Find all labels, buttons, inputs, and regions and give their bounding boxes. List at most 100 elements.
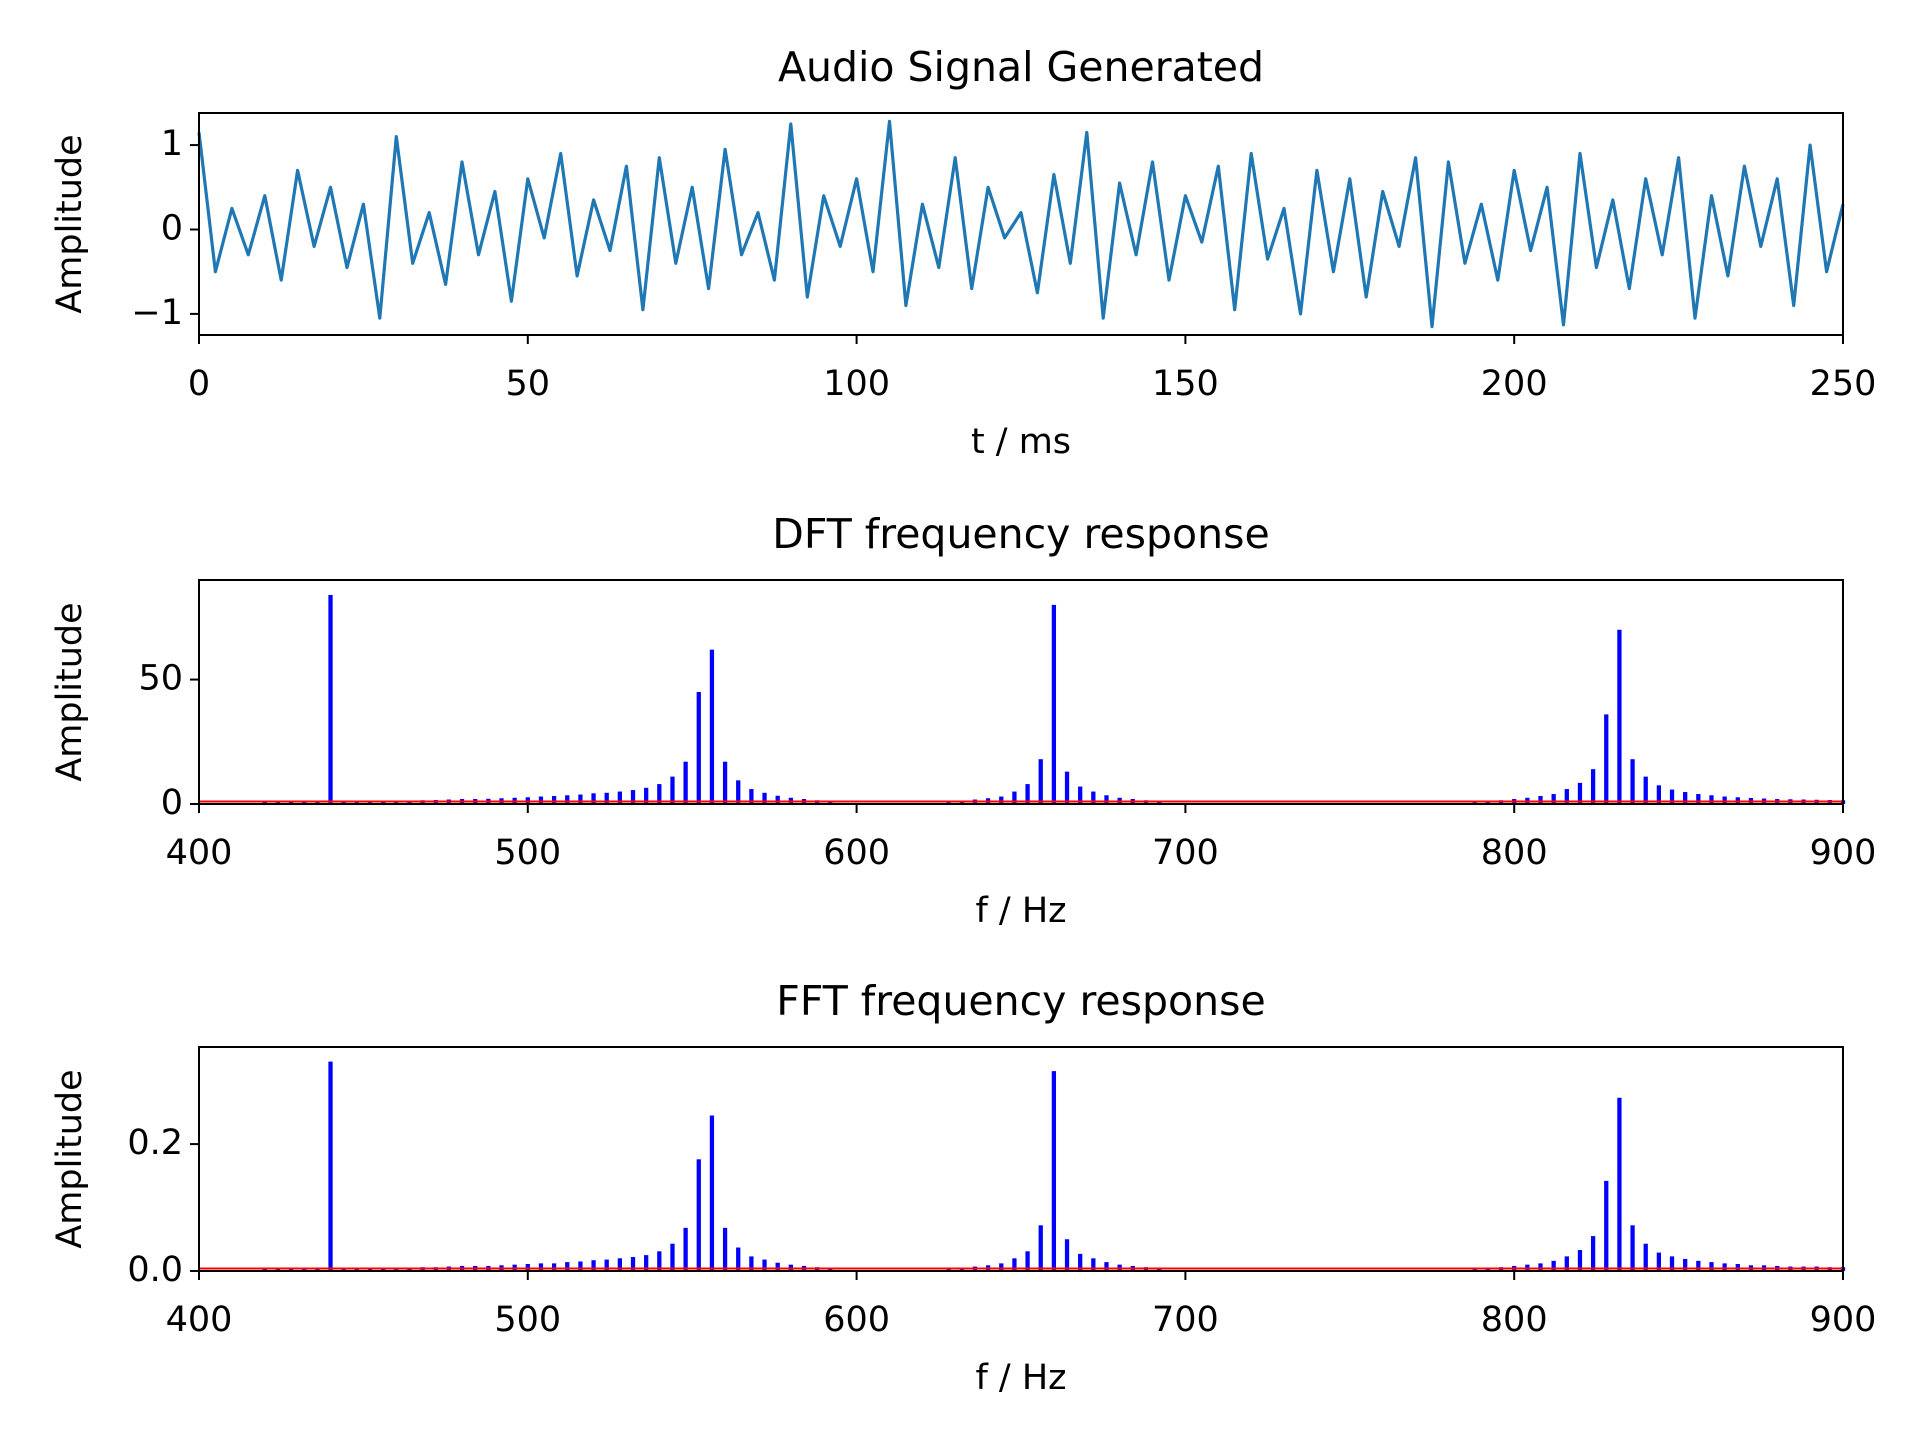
x-tick-label: 400 <box>166 1300 233 1340</box>
bar <box>999 1263 1004 1271</box>
y-tick-label: 0 <box>161 783 183 823</box>
bar <box>275 1268 281 1271</box>
bar <box>538 796 544 804</box>
bar <box>696 692 701 804</box>
y-tick-label: 0.2 <box>127 1123 183 1163</box>
x-tick-label: 150 <box>1152 364 1219 404</box>
x-tick-label: 0 <box>188 364 210 404</box>
bar <box>1709 795 1714 804</box>
bar <box>696 1159 701 1271</box>
x-tick-label: 600 <box>823 1300 890 1340</box>
axes-frame <box>198 1046 1844 1272</box>
bar <box>1091 791 1096 804</box>
bar <box>367 1268 373 1271</box>
bar <box>1617 1097 1622 1271</box>
bar <box>1683 792 1688 804</box>
bar <box>1091 1258 1096 1271</box>
y-axis-label: Amplitude <box>50 1069 90 1248</box>
bar <box>657 1251 662 1271</box>
x-tick-label: 200 <box>1481 364 1548 404</box>
bar <box>328 1061 333 1271</box>
bar <box>262 1268 267 1271</box>
bar <box>1617 629 1622 804</box>
bar <box>762 792 767 804</box>
bar <box>1064 771 1070 804</box>
signal-line <box>197 119 1845 329</box>
bar <box>683 1227 688 1271</box>
bar <box>1104 795 1109 804</box>
bar <box>657 784 662 804</box>
x-axis-label: f / Hz <box>975 1358 1066 1398</box>
bar <box>354 801 359 804</box>
bar <box>670 1243 675 1271</box>
bar <box>775 1262 780 1271</box>
bar <box>341 1268 346 1271</box>
x-tick-label: 400 <box>166 833 233 873</box>
bar <box>288 801 294 804</box>
x-tick-label: 500 <box>494 1300 561 1340</box>
bar <box>1709 1262 1714 1271</box>
bar <box>1630 759 1635 804</box>
bar <box>591 1260 596 1271</box>
bar <box>1038 759 1043 804</box>
bar <box>1577 782 1583 804</box>
x-tick-label: 700 <box>1152 833 1219 873</box>
bar <box>565 1262 570 1271</box>
bar <box>617 791 623 804</box>
bar <box>591 793 596 804</box>
bar <box>999 796 1004 804</box>
bar <box>946 1268 951 1271</box>
bar <box>1590 769 1596 804</box>
bar <box>644 787 649 804</box>
bar <box>736 1247 741 1271</box>
x-tick-label: 600 <box>823 833 890 873</box>
bar <box>538 1263 544 1271</box>
bar <box>1078 786 1083 804</box>
bar <box>262 801 267 804</box>
bar <box>1696 794 1701 804</box>
y-tick-label: 50 <box>138 659 183 699</box>
bar <box>1051 604 1057 804</box>
bar <box>1564 789 1569 804</box>
bar <box>709 649 715 804</box>
axes-frame <box>198 112 1844 336</box>
bar <box>1538 796 1543 804</box>
bar <box>1696 1260 1701 1271</box>
bar <box>1669 1256 1675 1271</box>
bar <box>302 801 307 804</box>
bar <box>315 1268 320 1271</box>
bar <box>1722 796 1727 804</box>
bar <box>775 795 780 804</box>
bar <box>1551 1260 1556 1271</box>
x-tick-label: 500 <box>494 833 561 873</box>
subplot-title: FFT frequency response <box>776 977 1265 1025</box>
bar <box>722 1227 728 1271</box>
bar <box>749 789 754 804</box>
bar <box>1012 1258 1017 1271</box>
bar <box>1472 1268 1477 1271</box>
bar <box>1472 801 1477 804</box>
bar <box>354 1268 359 1271</box>
bar <box>578 1261 583 1271</box>
subplot-title: Audio Signal Generated <box>778 43 1264 91</box>
bar <box>1643 1243 1648 1271</box>
y-tick-label: 1 <box>161 124 183 164</box>
bar <box>1038 1225 1043 1271</box>
bar <box>367 801 373 804</box>
x-tick-label: 800 <box>1481 1300 1548 1340</box>
bar <box>1025 1251 1030 1271</box>
bar <box>1078 1253 1083 1271</box>
x-axis-label: t / ms <box>971 422 1071 462</box>
bar <box>275 801 281 804</box>
bar <box>1683 1258 1688 1271</box>
bar <box>1051 1071 1057 1271</box>
bar <box>709 1115 715 1271</box>
bar <box>722 761 728 804</box>
bar <box>670 776 675 804</box>
bar <box>630 1257 636 1271</box>
bar <box>1669 789 1675 804</box>
bar <box>604 792 609 804</box>
bar <box>1604 1180 1609 1271</box>
subplot-title: DFT frequency response <box>772 510 1269 558</box>
